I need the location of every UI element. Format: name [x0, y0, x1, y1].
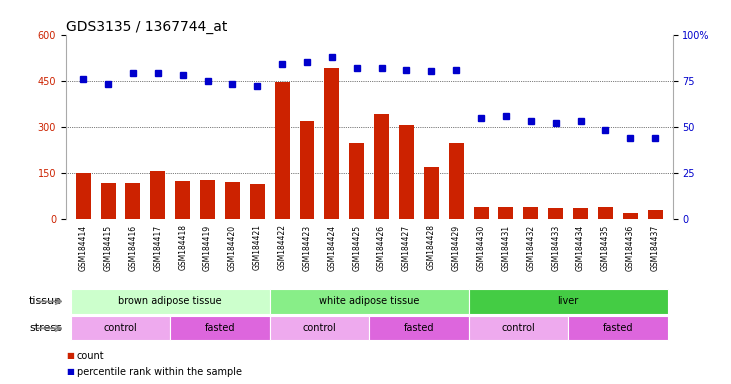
Bar: [300, 121, 314, 219]
Text: white adipose tissue: white adipose tissue: [319, 296, 420, 306]
Text: brown adipose tissue: brown adipose tissue: [118, 296, 222, 306]
Bar: [71, 316, 170, 340]
Bar: [648, 210, 662, 219]
Bar: [151, 171, 165, 219]
Bar: [548, 208, 563, 219]
Text: GSM184433: GSM184433: [551, 224, 560, 271]
Bar: [71, 290, 270, 313]
Bar: [275, 82, 289, 219]
Text: fasted: fasted: [602, 323, 633, 333]
Text: ■: ■: [66, 367, 74, 376]
Bar: [76, 174, 91, 219]
Text: count: count: [77, 351, 105, 361]
Text: GSM184434: GSM184434: [576, 224, 585, 271]
Text: GSM184415: GSM184415: [104, 224, 113, 271]
Bar: [469, 290, 667, 313]
Bar: [573, 208, 588, 219]
Text: GSM184425: GSM184425: [352, 224, 361, 271]
Text: GSM184426: GSM184426: [377, 224, 386, 271]
Bar: [225, 182, 240, 219]
Bar: [623, 214, 637, 219]
Text: stress: stress: [29, 323, 62, 333]
Text: GSM184436: GSM184436: [626, 224, 635, 271]
Bar: [399, 125, 414, 219]
Text: GSM184428: GSM184428: [427, 224, 436, 270]
Bar: [175, 181, 190, 219]
Bar: [469, 316, 568, 340]
Bar: [170, 316, 270, 340]
Text: control: control: [303, 323, 336, 333]
Bar: [499, 207, 513, 219]
Bar: [474, 207, 488, 219]
Text: GSM184424: GSM184424: [327, 224, 336, 271]
Text: GSM184427: GSM184427: [402, 224, 411, 271]
Bar: [369, 316, 469, 340]
Text: tissue: tissue: [29, 296, 62, 306]
Text: liver: liver: [558, 296, 579, 306]
Bar: [598, 207, 613, 219]
Text: GSM184418: GSM184418: [178, 224, 187, 270]
Text: percentile rank within the sample: percentile rank within the sample: [77, 367, 242, 377]
Bar: [374, 114, 389, 219]
Text: GSM184429: GSM184429: [452, 224, 461, 271]
Text: GSM184416: GSM184416: [129, 224, 137, 271]
Text: GSM184423: GSM184423: [303, 224, 311, 271]
Text: GSM184430: GSM184430: [477, 224, 485, 271]
Text: GSM184437: GSM184437: [651, 224, 659, 271]
Bar: [449, 143, 463, 219]
Text: GSM184420: GSM184420: [228, 224, 237, 271]
Text: GSM184421: GSM184421: [253, 224, 262, 270]
Bar: [200, 180, 215, 219]
Text: GSM184435: GSM184435: [601, 224, 610, 271]
Text: control: control: [104, 323, 137, 333]
Bar: [424, 167, 439, 219]
Text: ■: ■: [66, 351, 74, 360]
Bar: [325, 68, 339, 219]
Bar: [126, 183, 140, 219]
Bar: [523, 207, 538, 219]
Text: GSM184431: GSM184431: [501, 224, 510, 271]
Bar: [568, 316, 667, 340]
Bar: [270, 290, 469, 313]
Bar: [250, 184, 265, 219]
Text: fasted: fasted: [404, 323, 434, 333]
Bar: [349, 143, 364, 219]
Text: fasted: fasted: [205, 323, 235, 333]
Text: GSM184419: GSM184419: [203, 224, 212, 271]
Bar: [270, 316, 369, 340]
Bar: [101, 183, 115, 219]
Text: GSM184422: GSM184422: [278, 224, 287, 270]
Text: GDS3135 / 1367744_at: GDS3135 / 1367744_at: [66, 20, 227, 33]
Text: control: control: [501, 323, 535, 333]
Text: GSM184417: GSM184417: [154, 224, 162, 271]
Text: GSM184432: GSM184432: [526, 224, 535, 271]
Text: GSM184414: GSM184414: [79, 224, 88, 271]
